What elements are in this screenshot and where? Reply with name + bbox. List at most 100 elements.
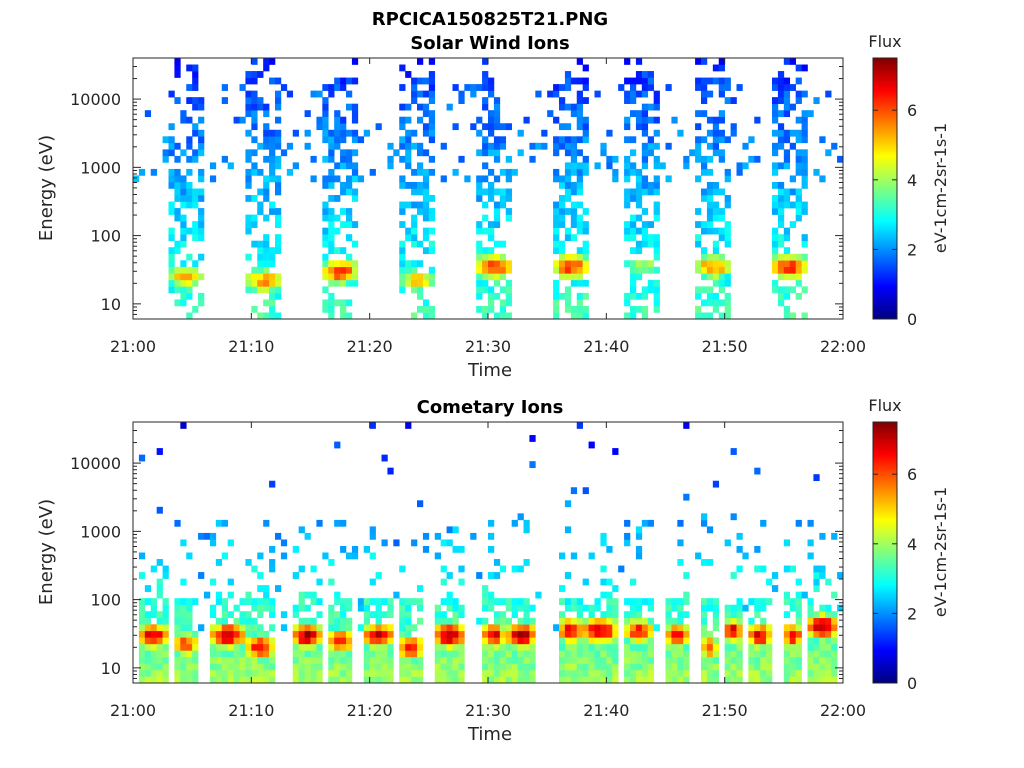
- heatmap-cell: [535, 90, 542, 98]
- heatmap-cell: [334, 650, 341, 658]
- heatmap-cell: [724, 305, 731, 313]
- heatmap-cell: [517, 669, 524, 677]
- heatmap-cell: [724, 617, 731, 625]
- heatmap-cell: [428, 208, 436, 215]
- heatmap-cell: [748, 643, 755, 651]
- heatmap-cell: [777, 201, 785, 209]
- heatmap-cell: [346, 149, 353, 157]
- heatmap-cell: [488, 116, 495, 124]
- heatmap-cell: [263, 195, 270, 202]
- heatmap-cell: [488, 286, 495, 294]
- heatmap-cell: [517, 676, 524, 684]
- heatmap-cell: [245, 559, 252, 566]
- heatmap-cell: [257, 286, 264, 294]
- heatmap-cell: [245, 663, 252, 671]
- heatmap-cell: [452, 545, 459, 553]
- heatmap-cell: [405, 598, 412, 605]
- x-axis-label: Time: [467, 724, 512, 745]
- heatmap-cell: [564, 253, 572, 261]
- heatmap-cell: [387, 598, 394, 605]
- heatmap-cell: [428, 90, 436, 98]
- heatmap-cell: [624, 260, 631, 268]
- heatmap-cell: [452, 611, 459, 619]
- heatmap-cell: [505, 286, 512, 294]
- heatmap-cell: [576, 299, 583, 307]
- heatmap-cell: [736, 84, 743, 91]
- heatmap-cell: [582, 669, 589, 677]
- heatmap-cell: [428, 273, 436, 281]
- heatmap-cell: [813, 572, 820, 579]
- heatmap-cell: [351, 273, 359, 281]
- heatmap-cell: [493, 221, 501, 228]
- heatmap-cell: [375, 617, 382, 625]
- heatmap-cell: [328, 221, 335, 228]
- heatmap-cell: [138, 611, 146, 619]
- heatmap-cell: [488, 181, 495, 189]
- heatmap-cell: [417, 617, 424, 625]
- heatmap-cell: [138, 604, 146, 612]
- heatmap-cell: [730, 663, 737, 671]
- heatmap-cell: [440, 624, 447, 632]
- heatmap-cell: [559, 136, 566, 144]
- colorbar-label: eV-1cm-2sr-1s-1: [931, 123, 950, 253]
- heatmap-cell: [766, 643, 773, 651]
- heatmap-cell: [760, 598, 767, 605]
- heatmap-cell: [553, 266, 560, 274]
- heatmap-cell: [387, 656, 394, 664]
- heatmap-cell: [624, 195, 631, 202]
- heatmap-cell: [245, 181, 252, 189]
- heatmap-cell: [482, 97, 489, 104]
- heatmap-cell: [257, 273, 264, 281]
- heatmap-cell: [819, 617, 826, 625]
- heatmap-cell: [529, 617, 536, 625]
- heatmap-cell: [813, 630, 820, 638]
- heatmap-cell: [624, 624, 631, 632]
- heatmap-cell: [405, 136, 412, 144]
- heatmap-cell: [783, 90, 791, 98]
- heatmap-cell: [168, 227, 175, 235]
- heatmap-cell: [695, 175, 702, 183]
- heatmap-cell: [511, 611, 518, 619]
- heatmap-cell: [695, 123, 702, 131]
- heatmap-cell: [198, 149, 205, 157]
- heatmap-cell: [635, 292, 643, 300]
- heatmap-cell: [257, 247, 264, 255]
- heatmap-cell: [748, 656, 755, 664]
- heatmap-cell: [168, 208, 175, 215]
- heatmap-cell: [701, 260, 708, 268]
- heatmap-cell: [162, 650, 169, 658]
- heatmap-cell: [340, 162, 347, 170]
- heatmap-cell: [192, 273, 199, 281]
- heatmap-cell: [594, 643, 601, 651]
- heatmap-cell: [630, 227, 637, 235]
- heatmap-cell: [440, 617, 447, 625]
- heatmap-cell: [493, 292, 501, 300]
- heatmap-cell: [150, 650, 157, 658]
- heatmap-cell: [813, 676, 820, 684]
- heatmap-cell: [819, 572, 826, 579]
- heatmap-cell: [263, 676, 270, 684]
- heatmap-cell: [559, 656, 566, 664]
- heatmap-cell: [192, 195, 199, 202]
- heatmap-cell: [683, 611, 690, 619]
- heatmap-cell: [257, 279, 264, 287]
- heatmap-cell: [263, 656, 270, 664]
- heatmap-cell: [582, 604, 589, 612]
- heatmap-cell: [280, 539, 288, 547]
- heatmap-cell: [523, 650, 530, 658]
- heatmap-cell: [570, 552, 578, 560]
- heatmap-cell: [411, 273, 418, 281]
- heatmap-cell: [641, 142, 649, 150]
- heatmap-cell: [269, 58, 276, 65]
- heatmap-cell: [630, 643, 637, 651]
- heatmap-cell: [730, 448, 737, 455]
- heatmap-cell: [641, 181, 649, 189]
- heatmap-cell: [641, 129, 649, 137]
- heatmap-cell: [239, 611, 246, 619]
- heatmap-cell: [440, 669, 447, 677]
- heatmap-cell: [564, 162, 572, 170]
- heatmap-cell: [712, 142, 720, 150]
- heatmap-cell: [269, 149, 276, 157]
- heatmap-cell: [600, 591, 607, 599]
- heatmap-cell: [671, 643, 678, 651]
